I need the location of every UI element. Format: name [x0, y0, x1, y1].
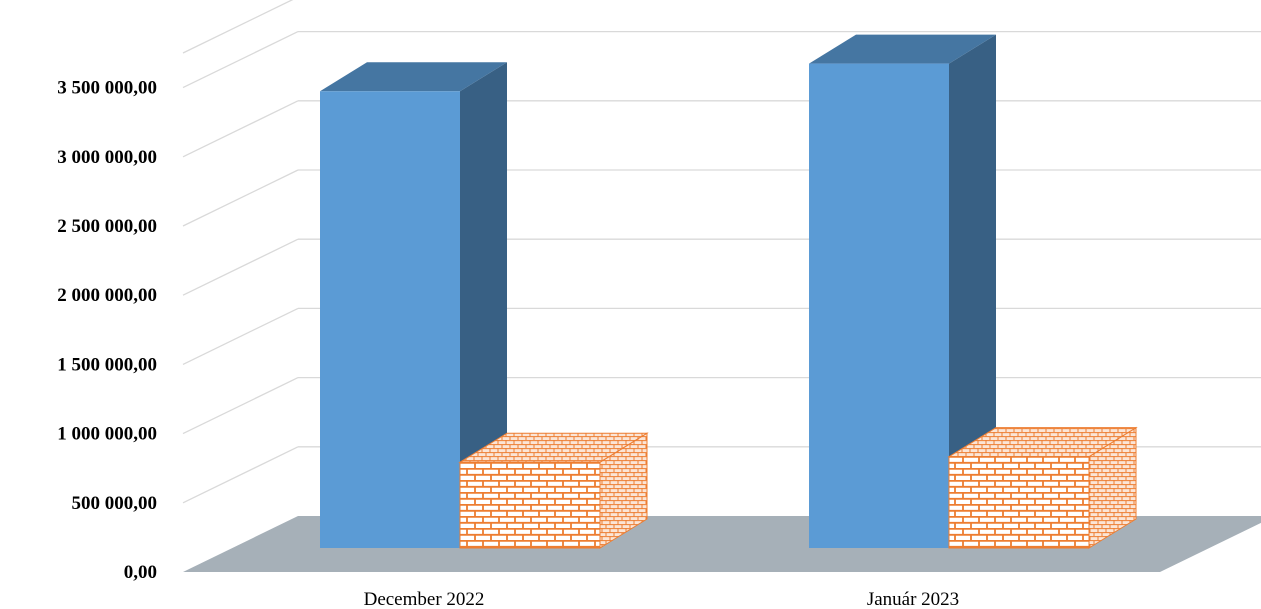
- x-tick-label: December 2022: [364, 589, 485, 609]
- gridline-side: [182, 31, 299, 89]
- y-tick-label: 2 000 000,00: [57, 285, 157, 306]
- y-tick-label: 2 500 000,00: [57, 216, 157, 237]
- bar-front: [809, 63, 949, 548]
- gridline-side: [182, 0, 294, 54]
- y-tick-label: 3 000 000,00: [57, 147, 157, 168]
- bar: [458, 432, 649, 549]
- gridline-side: [182, 307, 299, 365]
- bar-side: [949, 34, 996, 549]
- y-tick-label: 1 500 000,00: [57, 354, 157, 375]
- gridline-side: [182, 377, 299, 435]
- gridline-side: [182, 169, 299, 227]
- y-tick-label: 3 500 000,00: [57, 78, 157, 99]
- y-axis-ticks: 0,00 500 000,00 1 000 000,00 1 500 000,00 2 …: [57, 78, 157, 583]
- y-tick-label: 1 000 000,00: [57, 424, 157, 445]
- bar-front: [320, 91, 460, 548]
- x-axis-ticks: December 2022 Január 2023: [364, 589, 960, 609]
- bar: [947, 426, 1138, 549]
- bar-front: [948, 456, 1090, 549]
- bar-top: [809, 34, 996, 64]
- y-tick-label: 0,00: [124, 562, 157, 583]
- gridline-side: [182, 446, 299, 504]
- bar-top: [320, 62, 507, 92]
- y-tick-label: 500 000,00: [72, 493, 158, 514]
- bars: [320, 34, 1138, 549]
- gridline-side: [182, 100, 299, 158]
- bar-front: [459, 461, 601, 549]
- bar: [320, 62, 507, 548]
- bar-side: [460, 62, 507, 548]
- x-tick-label: Január 2023: [867, 589, 959, 609]
- gridline-side: [182, 238, 299, 296]
- bar: [809, 34, 996, 549]
